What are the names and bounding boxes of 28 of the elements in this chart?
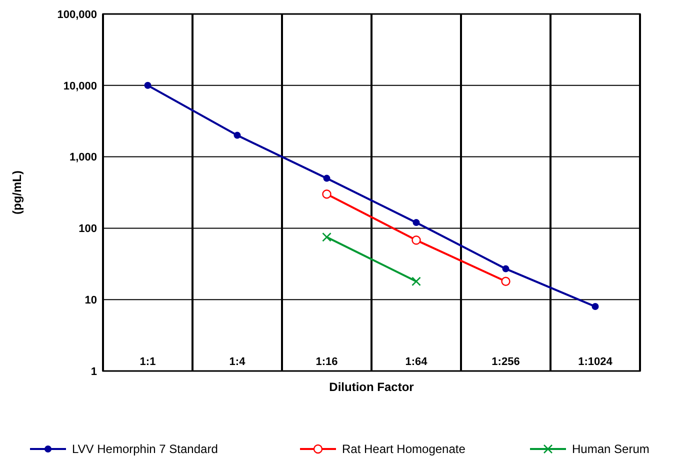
y-tick-label: 10 (84, 294, 97, 306)
point (412, 276, 421, 286)
point (322, 190, 332, 199)
point (501, 276, 510, 286)
legend-label: Human Serum (572, 442, 650, 456)
y-axis-title: (pg/mL) (10, 170, 24, 214)
legend-label: LVV Hemorphin 7 Standard (72, 442, 218, 456)
point (323, 174, 330, 182)
x-tick-label: 1:1 (140, 356, 156, 368)
x-tick-label: 1:256 (492, 356, 520, 368)
x-tick-label: 1:16 (316, 356, 338, 368)
point (144, 82, 152, 89)
y-tick-label: 100,000 (57, 8, 97, 21)
point (412, 236, 421, 245)
y-tick-label: 1,000 (69, 152, 97, 164)
x-axis-title: Dilution Factor (329, 380, 414, 394)
legend-label: Rat Heart Homogenate (342, 442, 466, 456)
point (322, 232, 332, 242)
point (592, 303, 599, 310)
y-tick-label: 1 (90, 366, 97, 378)
x-tick-label: 1:1024 (578, 356, 614, 368)
point (234, 132, 241, 139)
y-tick-label: 100 (78, 223, 97, 236)
x-tick-label: 1:4 (229, 356, 246, 368)
y-tick-label: 10,000 (63, 80, 97, 92)
point (412, 219, 420, 226)
point (502, 265, 510, 272)
x-tick-label: 1:64 (405, 356, 428, 368)
